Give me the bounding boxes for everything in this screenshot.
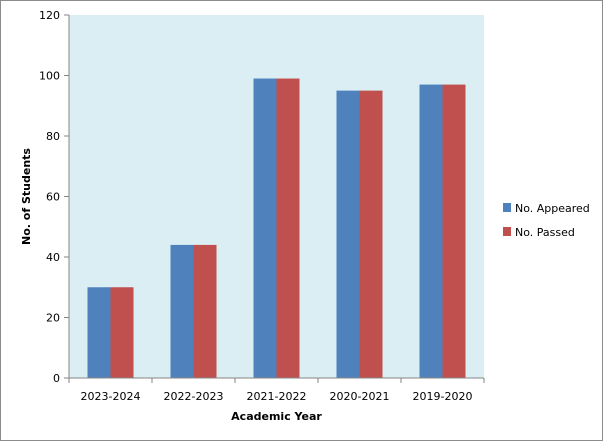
legend-swatch	[503, 203, 511, 212]
bar-no-passed-2023-2024	[110, 287, 134, 378]
bar-no-passed-2022-2023	[193, 244, 217, 378]
bar-no-appeared-2019-2020	[419, 84, 443, 378]
y-tick-label: 20	[46, 312, 60, 325]
x-tick-label: 2022-2023	[164, 390, 224, 403]
bar-no-passed-2021-2022	[276, 78, 300, 379]
bar-no-appeared-2021-2022	[253, 78, 277, 379]
y-tick-label: 0	[53, 372, 60, 385]
bar-no-appeared-2022-2023	[170, 244, 194, 378]
x-ticks-group: 2023-2024 2022-2023 2021-2022 2020-2021 2019…	[68, 378, 485, 403]
bars-group	[87, 78, 466, 379]
legend-label: No. Appeared	[515, 202, 590, 215]
x-tick-label: 2019-2020	[413, 390, 473, 403]
legend-label: No. Passed	[515, 226, 575, 239]
x-tick-label: 2023-2024	[81, 390, 141, 403]
legend-swatch	[503, 227, 511, 236]
y-tick-label: 60	[46, 191, 60, 204]
bar-no-passed-2020-2021	[359, 90, 383, 378]
bar-no-passed-2019-2020	[442, 84, 466, 378]
legend: No. Appeared No. Passed	[503, 202, 590, 239]
y-ticks-group: 0 20 40 60 80 100 120	[39, 9, 69, 385]
y-tick-label: 80	[46, 130, 60, 143]
y-tick-label: 100	[39, 70, 60, 83]
bar-no-appeared-2020-2021	[336, 90, 360, 378]
x-tick-label: 2020-2021	[330, 390, 390, 403]
y-axis-title: No. of Students	[20, 148, 33, 245]
bar-no-appeared-2023-2024	[87, 287, 111, 378]
y-tick-label: 40	[46, 251, 60, 264]
y-tick-label: 120	[39, 9, 60, 22]
x-axis-title: Academic Year	[231, 410, 322, 423]
x-tick-label: 2021-2022	[247, 390, 307, 403]
